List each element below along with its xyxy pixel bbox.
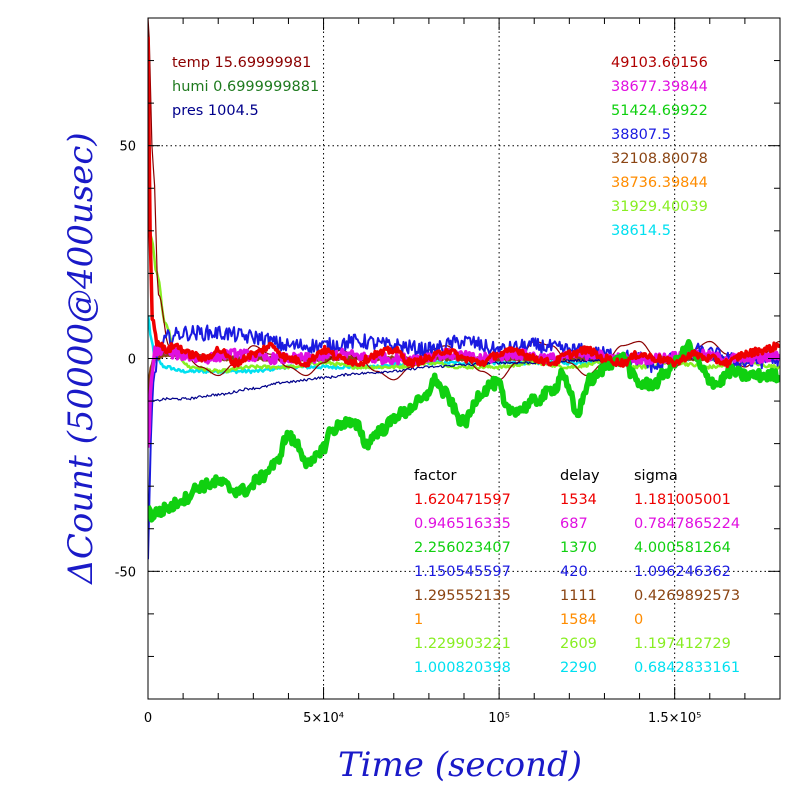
count-label: 38736.39844: [611, 175, 708, 191]
annotations: temp 15.69999981 humi 0.6999999881 pres 10…: [172, 55, 740, 676]
count-label: 51424.69922: [611, 103, 708, 119]
param-factor: 1.295552135: [414, 588, 511, 604]
param-header: factor: [414, 468, 457, 484]
x-tick-label: 5×10⁴: [303, 711, 344, 726]
y-axis-title: ΔCount (50000@400usec): [61, 132, 101, 585]
param-delay: 1111: [560, 588, 597, 604]
env-info-label: pres 1004.5: [172, 103, 259, 119]
param-header: sigma: [634, 468, 678, 484]
param-sigma: 0: [634, 612, 643, 628]
count-label: 49103.60156: [611, 55, 708, 71]
param-sigma: 4.000581264: [634, 540, 731, 556]
y-tick-label: 0: [128, 353, 136, 368]
param-factor: 2.256023407: [414, 540, 511, 556]
x-tick-label: 0: [144, 711, 152, 726]
param-sigma: 1.197412729: [634, 636, 731, 652]
param-delay: 2290: [560, 660, 597, 676]
param-sigma: 0.4269892573: [634, 588, 740, 604]
param-header: delay: [560, 468, 600, 484]
param-delay: 420: [560, 564, 588, 580]
count-label: 38807.5: [611, 127, 671, 143]
env-info-label: temp 15.69999981: [172, 55, 311, 71]
param-factor: 1.000820398: [414, 660, 511, 676]
count-label: 32108.80078: [611, 151, 708, 167]
param-delay: 1584: [560, 612, 597, 628]
param-factor: 1.150545597: [414, 564, 511, 580]
param-delay: 1534: [560, 492, 597, 508]
param-delay: 1370: [560, 540, 597, 556]
param-delay: 687: [560, 516, 588, 532]
param-factor: 1.229903221: [414, 636, 511, 652]
series-lines: [148, 18, 780, 560]
series-line-8: [148, 36, 780, 369]
y-tick-label: -50: [115, 565, 136, 580]
count-label: 38614.5: [611, 223, 671, 239]
param-sigma: 0.7847865224: [634, 516, 740, 532]
env-info-label: humi 0.6999999881: [172, 79, 319, 95]
param-sigma: 0.6842833161: [634, 660, 740, 676]
param-factor: 1.620471597: [414, 492, 511, 508]
x-axis-title: Time (second): [338, 745, 582, 785]
param-delay: 2609: [560, 636, 597, 652]
x-tick-label: 1.5×10⁵: [648, 711, 701, 726]
y-tick-label: 50: [119, 140, 136, 155]
param-factor: 0.946516335: [414, 516, 511, 532]
count-label: 38677.39844: [611, 79, 708, 95]
count-label: 31929.40039: [611, 199, 708, 215]
axis-ticks: [147, 17, 781, 700]
param-sigma: 1.181005001: [634, 492, 731, 508]
x-tick-label: 10⁵: [488, 711, 510, 726]
tick-labels: 0 5×10⁴ 10⁵ 1.5×10⁵ -50 0 50: [115, 140, 702, 726]
param-factor: 1: [414, 612, 423, 628]
param-sigma: 1.096246362: [634, 564, 731, 580]
